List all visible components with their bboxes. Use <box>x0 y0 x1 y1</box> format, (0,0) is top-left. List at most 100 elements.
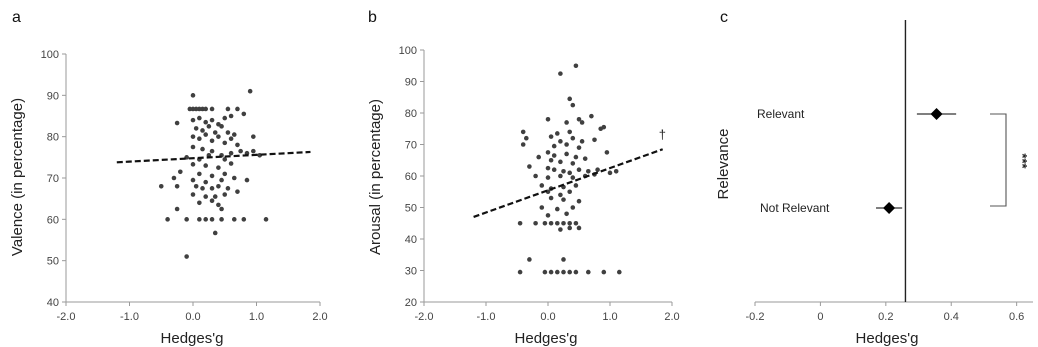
panel-a-point <box>228 161 234 166</box>
panel-a-point <box>209 106 215 112</box>
panel-b-point <box>579 139 585 144</box>
panel-b-point <box>555 220 560 226</box>
panel-a-point <box>238 148 243 154</box>
panel-b-point <box>527 257 532 262</box>
panel-a-point <box>235 106 240 112</box>
panel-b-point <box>586 168 591 174</box>
panel-a-point <box>187 106 193 112</box>
panel-letter-b: b <box>368 9 377 26</box>
panel-a-scatter: Hedges'g Valence (in percentage) 40 50 60 7… <box>9 49 328 347</box>
panel-b-ytick-label: 70 <box>405 140 417 152</box>
panel-a-xtick-label: -1.0 <box>120 311 139 323</box>
panel-a-point <box>235 189 240 194</box>
panel-a-point <box>209 173 215 179</box>
panel-b-point <box>604 150 610 155</box>
panel-c-xtick-label: 0.6 <box>1009 311 1024 323</box>
panel-b-point <box>555 269 560 275</box>
panel-b-point <box>561 257 566 262</box>
panel-a-point <box>263 217 269 222</box>
panel-a-point <box>209 186 215 191</box>
panel-b-point <box>539 183 545 188</box>
panel-a-ytick-label: 50 <box>47 256 59 268</box>
panel-a-point <box>251 148 256 154</box>
panel-b-point <box>561 220 566 226</box>
panel-c-ylabel: Relevance <box>715 129 732 200</box>
panel-b-point <box>582 156 588 161</box>
panel-a-point <box>231 175 237 181</box>
panel-a-point <box>228 113 234 119</box>
panel-a-point <box>216 134 221 139</box>
panel-b-point <box>517 269 523 275</box>
panel-b-point <box>548 134 554 139</box>
panel-letter-a: a <box>12 9 21 26</box>
panel-a-point <box>190 192 196 197</box>
panel-a-point <box>193 183 199 189</box>
panel-a-point <box>190 134 196 139</box>
panel-b-point <box>548 269 554 275</box>
panel-a-point <box>203 217 208 222</box>
panel-b-point <box>558 173 563 179</box>
panel-a-point <box>222 157 228 162</box>
panel-a-point <box>203 132 208 137</box>
panel-b-point <box>558 227 563 232</box>
panel-a-point <box>200 106 205 112</box>
panel-a-point <box>184 254 189 259</box>
panel-b-point <box>551 153 557 158</box>
panel-a-point <box>203 179 208 185</box>
panel-b-point <box>545 213 551 218</box>
panel-a-xtick-label: 0.0 <box>185 311 200 323</box>
panel-c-xtick-label: 0 <box>817 311 823 323</box>
panel-a-point <box>225 186 231 191</box>
panel-b-point <box>589 113 594 119</box>
panel-a-point <box>241 111 247 117</box>
panel-a-point <box>190 144 196 150</box>
panel-a-trendline <box>116 150 311 164</box>
panel-a-point <box>190 93 196 98</box>
panel-b-point <box>558 159 563 165</box>
panel-b-point <box>576 167 582 172</box>
panel-b-point <box>564 151 569 157</box>
panel-b-point <box>548 195 554 201</box>
panel-b-point <box>558 139 563 144</box>
panel-b-ytick-label: 60 <box>405 171 417 183</box>
panel-a-point <box>197 200 202 206</box>
panel-b-point <box>567 189 572 195</box>
panel-c-category-label: Not Relevant <box>760 201 830 215</box>
panel-b-point <box>570 102 576 108</box>
panel-b-point <box>576 145 582 150</box>
panel-b-scatter: Hedges'g Arousal (in percentage) 20 30 40 5… <box>367 45 680 347</box>
panel-a-point <box>193 126 199 131</box>
panel-b-xtick-label: 2.0 <box>664 311 679 323</box>
panel-a-point <box>216 165 221 170</box>
panel-c-significance-label: *** <box>1015 153 1030 169</box>
panel-a-point <box>222 115 228 121</box>
panel-a-xlabel: Hedges'g <box>161 330 224 347</box>
panel-a-ytick-label: 70 <box>47 173 59 185</box>
panel-b-ytick-label: 20 <box>405 297 417 309</box>
panel-b-point <box>607 170 613 176</box>
panel-a-point <box>200 128 205 133</box>
panel-a-point <box>251 134 256 139</box>
panel-b-point <box>598 126 603 132</box>
panel-a-point <box>216 202 221 208</box>
panel-b-point <box>551 143 557 149</box>
panel-a-xtick-label: 1.0 <box>249 311 264 323</box>
panel-b-point <box>573 154 579 160</box>
panel-b-point <box>576 198 582 204</box>
panel-b-point <box>536 154 541 160</box>
panel-b-point <box>542 269 548 275</box>
panel-b-point <box>561 197 566 202</box>
panel-b-point <box>517 220 523 226</box>
panel-b-point <box>520 142 526 147</box>
panel-a-point <box>197 106 202 112</box>
panel-a-point <box>209 148 215 154</box>
panel-b-point <box>545 117 551 122</box>
panel-b-point <box>545 165 551 171</box>
panel-a-point <box>219 124 224 129</box>
panel-a-point <box>203 163 208 168</box>
panel-b-point <box>555 131 560 136</box>
panel-a-ytick-label: 40 <box>47 297 59 309</box>
panel-a-point <box>219 206 224 212</box>
panel-a-point <box>203 119 208 125</box>
